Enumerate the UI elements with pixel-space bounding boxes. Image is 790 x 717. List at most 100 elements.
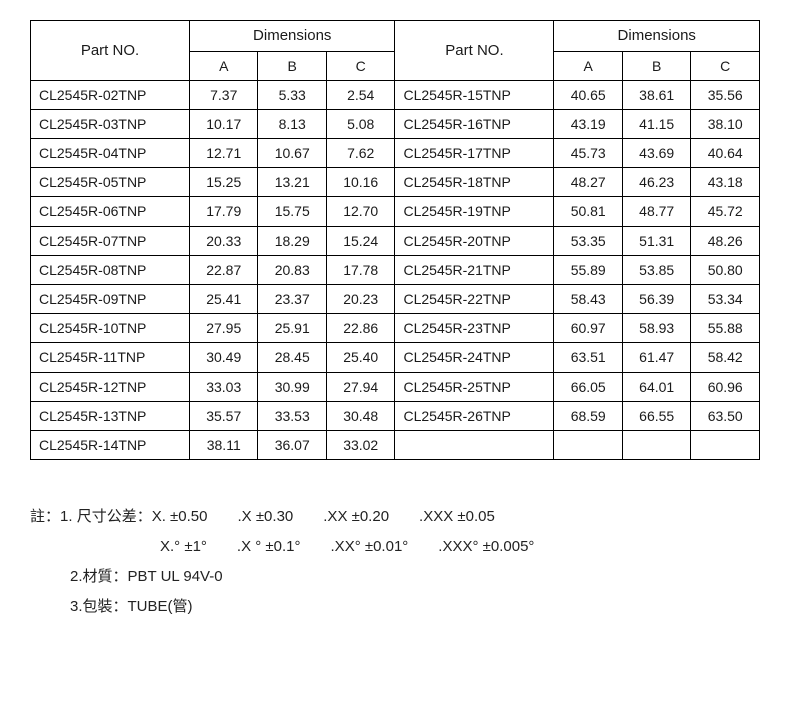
header-a-left: A [190,51,258,80]
cell-dimension: 23.37 [258,285,326,314]
cell-dimension: 46.23 [622,168,690,197]
cell-dimension: 15.24 [326,226,395,255]
cell-dimension: 38.11 [190,430,258,459]
cell-part-no: CL2545R-09TNP [31,285,190,314]
cell-dimension: 25.91 [258,314,326,343]
cell-dimension: 66.05 [554,372,622,401]
cell-part-no: CL2545R-25TNP [395,372,554,401]
cell-dimension: 63.50 [691,401,760,430]
cell-dimension: 17.79 [190,197,258,226]
table-row: CL2545R-07TNP20.3318.2915.24CL2545R-20TN… [31,226,760,255]
cell-dimension: 27.94 [326,372,395,401]
notes-tolerance-label: 1. 尺寸公差： [60,502,152,532]
notes-block: 註： 1. 尺寸公差： X. ±0.50 .X ±0.30 .XX ±0.20 … [30,502,760,622]
cell-dimension: 56.39 [622,285,690,314]
cell-dimension [622,430,690,459]
cell-dimension: 15.75 [258,197,326,226]
table-body: CL2545R-02TNP7.375.332.54CL2545R-15TNP40… [31,80,760,459]
cell-part-no: CL2545R-05TNP [31,168,190,197]
header-part-no-left: Part NO. [31,21,190,81]
cell-dimension: 20.83 [258,255,326,284]
cell-part-no: CL2545R-16TNP [395,109,554,138]
cell-part-no: CL2545R-23TNP [395,314,554,343]
cell-dimension: 33.53 [258,401,326,430]
cell-dimension: 8.13 [258,109,326,138]
cell-dimension: 43.69 [622,139,690,168]
cell-dimension: 35.57 [190,401,258,430]
header-part-no-right: Part NO. [395,21,554,81]
table-row: CL2545R-11TNP30.4928.4525.40CL2545R-24TN… [31,343,760,372]
cell-dimension: 22.86 [326,314,395,343]
header-c-right: C [691,51,760,80]
cell-dimension: 10.16 [326,168,395,197]
cell-dimension: 10.17 [190,109,258,138]
cell-dimension: 68.59 [554,401,622,430]
cell-dimension: 50.80 [691,255,760,284]
header-b-right: B [622,51,690,80]
header-a-right: A [554,51,622,80]
table-row: CL2545R-08TNP22.8720.8317.78CL2545R-21TN… [31,255,760,284]
cell-dimension: 10.67 [258,139,326,168]
cell-dimension: 12.71 [190,139,258,168]
tolerance-angular: .XX° ±0.01° [331,532,409,562]
cell-dimension: 48.26 [691,226,760,255]
cell-dimension: 60.96 [691,372,760,401]
cell-dimension: 61.47 [622,343,690,372]
cell-dimension: 58.42 [691,343,760,372]
header-dimensions-left: Dimensions [190,21,395,52]
cell-part-no: CL2545R-04TNP [31,139,190,168]
cell-dimension: 53.35 [554,226,622,255]
cell-dimension: 33.02 [326,430,395,459]
cell-part-no: CL2545R-22TNP [395,285,554,314]
cell-dimension: 13.21 [258,168,326,197]
notes-packaging: 3.包裝：TUBE(管) [70,592,193,622]
table-row: CL2545R-04TNP12.7110.677.62CL2545R-17TNP… [31,139,760,168]
table-row: CL2545R-14TNP38.1136.0733.02 [31,430,760,459]
cell-dimension: 30.49 [190,343,258,372]
cell-part-no: CL2545R-17TNP [395,139,554,168]
cell-dimension: 45.73 [554,139,622,168]
cell-part-no: CL2545R-06TNP [31,197,190,226]
cell-dimension: 51.31 [622,226,690,255]
table-row: CL2545R-09TNP25.4123.3720.23CL2545R-22TN… [31,285,760,314]
cell-dimension: 25.40 [326,343,395,372]
cell-dimension: 5.08 [326,109,395,138]
cell-part-no: CL2545R-11TNP [31,343,190,372]
tolerance-linear: .XX ±0.20 [323,502,389,532]
cell-dimension: 53.85 [622,255,690,284]
tolerance-linear: .XXX ±0.05 [419,502,495,532]
cell-dimension: 5.33 [258,80,326,109]
cell-part-no: CL2545R-20TNP [395,226,554,255]
table-row: CL2545R-06TNP17.7915.7512.70CL2545R-19TN… [31,197,760,226]
notes-prefix: 註： [30,502,60,532]
cell-dimension: 12.70 [326,197,395,226]
cell-dimension [554,430,622,459]
cell-dimension: 43.19 [554,109,622,138]
header-b-left: B [258,51,326,80]
cell-dimension: 22.87 [190,255,258,284]
table-row: CL2545R-13TNP35.5733.5330.48CL2545R-26TN… [31,401,760,430]
cell-part-no: CL2545R-19TNP [395,197,554,226]
cell-part-no: CL2545R-13TNP [31,401,190,430]
cell-dimension: 28.45 [258,343,326,372]
cell-part-no: CL2545R-03TNP [31,109,190,138]
cell-part-no: CL2545R-02TNP [31,80,190,109]
cell-dimension: 30.48 [326,401,395,430]
header-dimensions-right: Dimensions [554,21,760,52]
cell-dimension: 7.62 [326,139,395,168]
cell-dimension: 43.18 [691,168,760,197]
cell-dimension: 48.27 [554,168,622,197]
cell-part-no: CL2545R-12TNP [31,372,190,401]
dimensions-table: Part NO. Dimensions Part NO. Dimensions … [30,20,760,460]
cell-dimension: 58.93 [622,314,690,343]
cell-part-no [395,430,554,459]
cell-dimension: 41.15 [622,109,690,138]
cell-dimension: 33.03 [190,372,258,401]
cell-dimension: 2.54 [326,80,395,109]
cell-part-no: CL2545R-07TNP [31,226,190,255]
cell-dimension: 25.41 [190,285,258,314]
cell-dimension: 38.61 [622,80,690,109]
cell-dimension: 30.99 [258,372,326,401]
cell-dimension: 35.56 [691,80,760,109]
cell-dimension: 63.51 [554,343,622,372]
